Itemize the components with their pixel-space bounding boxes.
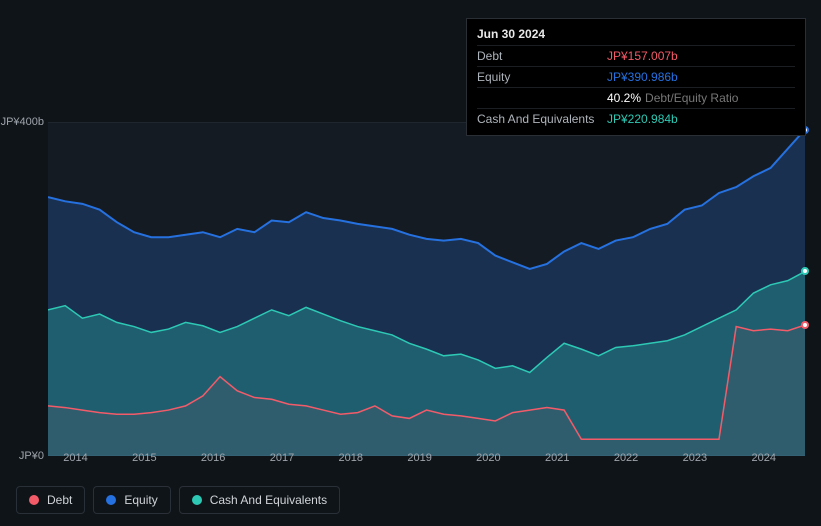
tooltip-row-label: Cash And Equivalents (477, 112, 607, 126)
tooltip-row-label: Debt (477, 49, 607, 63)
y-tick-label: JP¥0 (19, 450, 44, 462)
x-tick-label: 2014 (63, 452, 87, 464)
legend-dot-icon (106, 495, 116, 505)
plot-surface[interactable] (48, 122, 805, 456)
x-tick-label: 2018 (339, 452, 363, 464)
legend-dot-icon (192, 495, 202, 505)
chart-tooltip: Jun 30 2024 DebtJP¥157.007bEquityJP¥390.… (466, 18, 806, 136)
x-tick-label: 2021 (545, 452, 569, 464)
chart-svg (48, 122, 805, 456)
tooltip-row: DebtJP¥157.007b (477, 45, 795, 66)
x-tick-label: 2016 (201, 452, 225, 464)
tooltip-row-value: JP¥157.007b (607, 49, 795, 63)
tooltip-date: Jun 30 2024 (477, 25, 795, 45)
tooltip-row-extra: Debt/Equity Ratio (645, 91, 738, 105)
legend: Debt Equity Cash And Equivalents (16, 486, 340, 514)
x-tick-label: 2017 (270, 452, 294, 464)
tooltip-row-value: JP¥220.984b (607, 112, 795, 126)
series-endpoint-cash (801, 267, 809, 275)
y-tick-label: JP¥400b (1, 116, 44, 128)
x-tick-label: 2015 (132, 452, 156, 464)
legend-item-debt[interactable]: Debt (16, 486, 85, 514)
tooltip-row: 40.2%Debt/Equity Ratio (477, 87, 795, 108)
legend-item-cash[interactable]: Cash And Equivalents (179, 486, 340, 514)
x-axis: 2014 2015 2016 2017 2018 2019 2020 2021 2022 2023… (48, 452, 805, 472)
tooltip-row: EquityJP¥390.986b (477, 66, 795, 87)
legend-label: Debt (47, 493, 72, 507)
tooltip-row-value: JP¥390.986b (607, 70, 795, 84)
chart-area: JP¥0JP¥400b (16, 122, 805, 456)
legend-dot-icon (29, 495, 39, 505)
series-endpoint-debt (801, 321, 809, 329)
tooltip-row: Cash And EquivalentsJP¥220.984b (477, 108, 795, 129)
legend-label: Equity (124, 493, 157, 507)
x-tick-label: 2023 (683, 452, 707, 464)
legend-label: Cash And Equivalents (210, 493, 327, 507)
legend-item-equity[interactable]: Equity (93, 486, 170, 514)
tooltip-row-label (477, 91, 607, 105)
x-tick-label: 2024 (751, 452, 775, 464)
x-tick-label: 2022 (614, 452, 638, 464)
debt-equity-chart-root: Jun 30 2024 DebtJP¥157.007bEquityJP¥390.… (0, 0, 821, 526)
x-tick-label: 2020 (476, 452, 500, 464)
x-tick-label: 2019 (407, 452, 431, 464)
tooltip-row-label: Equity (477, 70, 607, 84)
tooltip-row-value: 40.2%Debt/Equity Ratio (607, 91, 795, 105)
